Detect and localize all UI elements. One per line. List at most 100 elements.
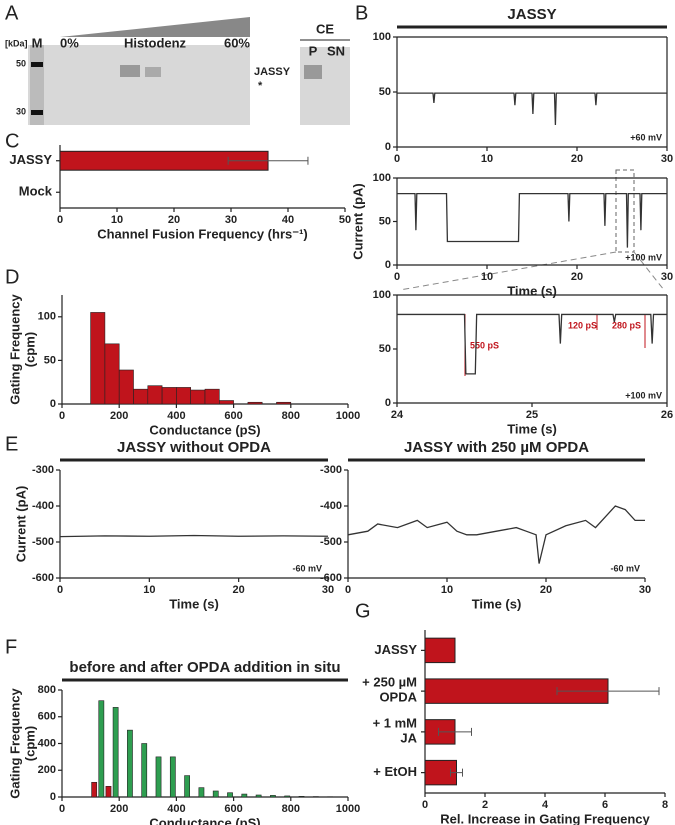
- chart-title: JASSY: [507, 6, 556, 23]
- y-tick-label: 600: [38, 711, 56, 723]
- bar: [127, 729, 133, 798]
- x-tick-label: 20: [571, 271, 583, 283]
- chart-title: JASSY with 250 µM OPDA: [404, 439, 589, 456]
- gel-ce: CE: [316, 21, 334, 36]
- gel-mw: 50: [16, 58, 26, 68]
- annotation: +60 mV: [630, 132, 662, 142]
- x-axis-label: Time (s): [507, 421, 557, 436]
- trace: [397, 92, 667, 126]
- zoom-line: [633, 251, 665, 291]
- bar: [169, 756, 176, 798]
- x-tick-label: 1000: [336, 803, 360, 815]
- y-tick-label: 100: [373, 31, 391, 43]
- panel-label: A: [5, 2, 19, 24]
- y-tick-label: -400: [320, 500, 342, 512]
- gel-lane: P: [309, 43, 318, 58]
- bar: [212, 790, 219, 798]
- y-tick-label: 50: [379, 215, 391, 227]
- gel-band-label: JASSY: [254, 66, 291, 78]
- x-tick-label: 0: [394, 153, 400, 165]
- chart-title: JASSY without OPDA: [117, 439, 271, 456]
- bar: [424, 637, 456, 664]
- bar: [133, 388, 149, 405]
- panel-label: D: [5, 266, 19, 288]
- zoom-box: [615, 169, 635, 253]
- trace: [59, 534, 329, 538]
- y-axis-label: Current (pA): [350, 183, 365, 260]
- gel-band: [304, 65, 322, 79]
- bar: [155, 756, 162, 798]
- x-axis-label: Time (s): [507, 283, 557, 298]
- bar: [247, 401, 263, 405]
- gel-mw: 30: [16, 106, 26, 116]
- panel-label: F: [5, 636, 17, 658]
- annotation: 280 pS: [612, 320, 641, 330]
- bar: [241, 793, 248, 798]
- gel-unit: [kDa]: [5, 38, 28, 48]
- x-axis-label: Time (s): [472, 596, 522, 611]
- x-tick-label: 0: [57, 584, 63, 596]
- x-axis-label: Time (s): [169, 596, 219, 611]
- bar: [112, 707, 119, 798]
- x-tick-label: 20: [168, 214, 180, 226]
- x-tick-label: 30: [225, 214, 237, 226]
- bar: [298, 796, 305, 798]
- y-tick-label: + EtOH: [373, 764, 417, 779]
- x-tick-label: 400: [167, 803, 185, 815]
- y-axis-label: Current (pA): [13, 486, 28, 563]
- bar: [219, 400, 234, 405]
- bar: [176, 387, 191, 405]
- y-axis-label: Gating Frequency(cpm): [8, 687, 38, 798]
- y-tick-label: 0: [385, 397, 391, 409]
- gel-low: 0%: [60, 35, 79, 50]
- bar: [104, 343, 120, 405]
- bar: [141, 743, 148, 798]
- x-tick-label: 30: [639, 584, 651, 596]
- gel: [300, 47, 350, 125]
- gel-gradient: Histodenz: [124, 35, 187, 50]
- bar: [284, 795, 291, 798]
- gel-star: *: [258, 80, 263, 92]
- x-tick-label: 400: [167, 410, 185, 422]
- y-tick-label: 50: [379, 343, 391, 355]
- x-tick-label: 2: [482, 799, 488, 811]
- bar: [227, 792, 233, 798]
- gradient-wedge: [60, 17, 250, 37]
- x-tick-label: 24: [391, 409, 404, 421]
- y-tick-label: -500: [32, 536, 54, 548]
- x-axis-label: Rel. Increase in Gating Frequency: [440, 811, 650, 825]
- annotation: 120 pS: [568, 320, 597, 330]
- y-tick-label: 400: [38, 737, 56, 749]
- x-tick-label: 26: [661, 409, 673, 421]
- y-tick-label: -400: [32, 500, 54, 512]
- x-tick-label: 25: [526, 409, 538, 421]
- bar: [90, 312, 106, 405]
- y-tick-label: 0: [50, 791, 56, 803]
- x-tick-label: 50: [339, 214, 351, 226]
- panel-label: G: [355, 600, 371, 622]
- panel-label: B: [355, 2, 368, 24]
- y-tick-label: 100: [373, 172, 391, 184]
- bar: [105, 785, 112, 798]
- bar: [118, 369, 134, 405]
- y-tick-label: JASSY: [9, 152, 52, 167]
- y-tick-label: -600: [320, 572, 342, 584]
- y-tick-label: -300: [32, 464, 54, 476]
- bar: [204, 388, 220, 405]
- bar: [276, 401, 292, 405]
- panel-label: C: [5, 130, 19, 152]
- x-tick-label: 0: [59, 803, 65, 815]
- x-tick-label: 40: [282, 214, 294, 226]
- y-tick-label: JASSY: [374, 642, 417, 657]
- x-tick-label: 30: [322, 584, 334, 596]
- x-tick-label: 8: [662, 799, 668, 811]
- bar: [184, 775, 191, 798]
- x-tick-label: 800: [282, 803, 300, 815]
- x-tick-label: 200: [110, 410, 128, 422]
- marker-band: [31, 62, 43, 67]
- annotation: +100 mV: [625, 252, 662, 262]
- x-tick-label: 0: [422, 799, 428, 811]
- x-tick-label: 200: [110, 803, 128, 815]
- y-tick-label: 0: [385, 259, 391, 271]
- bar: [270, 795, 276, 798]
